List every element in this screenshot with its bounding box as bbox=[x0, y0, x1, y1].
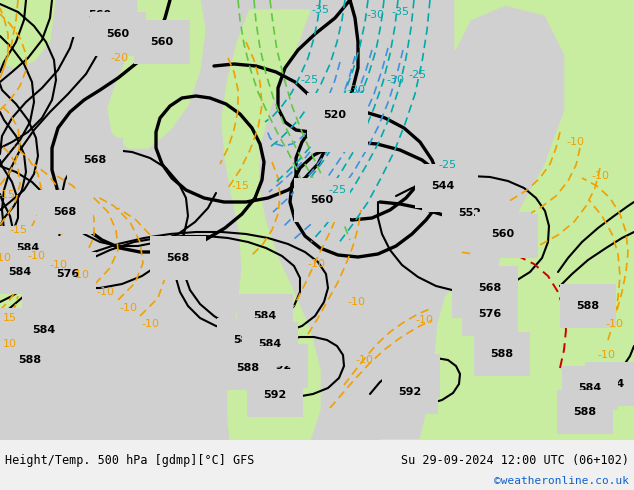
Text: -10: -10 bbox=[71, 270, 89, 280]
Text: 568: 568 bbox=[469, 291, 491, 301]
Text: -10: -10 bbox=[119, 303, 137, 313]
Text: 584: 584 bbox=[259, 339, 281, 349]
Text: 520: 520 bbox=[328, 125, 351, 135]
Text: -15: -15 bbox=[231, 181, 249, 191]
Text: -10: -10 bbox=[355, 355, 373, 365]
Text: 584: 584 bbox=[32, 325, 56, 335]
Text: -10: -10 bbox=[415, 315, 433, 325]
Text: -35: -35 bbox=[311, 5, 329, 15]
Text: -25: -25 bbox=[439, 160, 457, 170]
Text: 588: 588 bbox=[236, 363, 259, 373]
Text: 560: 560 bbox=[150, 37, 174, 47]
Text: 584: 584 bbox=[602, 379, 624, 389]
Text: -15: -15 bbox=[9, 225, 27, 235]
Text: 592: 592 bbox=[401, 371, 424, 381]
Text: 588: 588 bbox=[491, 349, 514, 359]
Text: 10: 10 bbox=[3, 339, 17, 349]
Text: 568: 568 bbox=[479, 283, 501, 293]
Text: 560: 560 bbox=[88, 10, 112, 20]
Text: -10: -10 bbox=[141, 319, 159, 329]
Text: -10: -10 bbox=[347, 297, 365, 307]
Text: 568: 568 bbox=[53, 207, 77, 217]
Text: 576: 576 bbox=[48, 307, 72, 317]
Text: 592: 592 bbox=[398, 387, 422, 397]
Polygon shape bbox=[222, 10, 320, 440]
Text: -10: -10 bbox=[605, 319, 623, 329]
Text: -15: -15 bbox=[0, 190, 15, 200]
Text: 560: 560 bbox=[107, 29, 129, 39]
Text: 568: 568 bbox=[166, 253, 190, 263]
Text: 560: 560 bbox=[311, 195, 333, 205]
Text: -35: -35 bbox=[391, 7, 409, 17]
Text: 576: 576 bbox=[39, 285, 61, 295]
Text: ©weatheronline.co.uk: ©weatheronline.co.uk bbox=[494, 476, 629, 486]
Text: -10: -10 bbox=[49, 260, 67, 270]
Text: -10: -10 bbox=[27, 251, 45, 261]
Text: -30: -30 bbox=[366, 10, 384, 20]
Text: Su 29-09-2024 12:00 UTC (06+102): Su 29-09-2024 12:00 UTC (06+102) bbox=[401, 454, 629, 466]
Text: 560: 560 bbox=[498, 231, 522, 241]
Text: -25: -25 bbox=[301, 75, 319, 85]
Text: -10: -10 bbox=[591, 171, 609, 181]
Polygon shape bbox=[455, 0, 634, 440]
Text: -30: -30 bbox=[347, 85, 365, 95]
Text: 552: 552 bbox=[469, 210, 491, 220]
Polygon shape bbox=[0, 0, 55, 68]
Polygon shape bbox=[380, 270, 634, 440]
Text: 568: 568 bbox=[84, 155, 107, 165]
Text: 584: 584 bbox=[578, 383, 602, 393]
Text: 584: 584 bbox=[8, 267, 32, 277]
Text: Height/Temp. 500 hPa [gdmp][°C] GFS: Height/Temp. 500 hPa [gdmp][°C] GFS bbox=[5, 454, 254, 466]
Text: -10: -10 bbox=[597, 350, 615, 360]
Text: 544: 544 bbox=[431, 181, 455, 191]
Text: -10: -10 bbox=[96, 287, 114, 297]
Text: 592: 592 bbox=[268, 361, 292, 371]
Polygon shape bbox=[108, 0, 205, 148]
Text: 520: 520 bbox=[323, 110, 347, 120]
Text: 576: 576 bbox=[56, 269, 80, 279]
Text: 588: 588 bbox=[573, 407, 597, 417]
Text: -20: -20 bbox=[111, 53, 129, 63]
Text: -25: -25 bbox=[329, 185, 347, 195]
Text: 588: 588 bbox=[576, 301, 600, 311]
Text: -25: -25 bbox=[409, 70, 427, 80]
Text: -10: -10 bbox=[307, 259, 325, 269]
Text: 592: 592 bbox=[263, 390, 287, 400]
Text: -10: -10 bbox=[566, 137, 584, 147]
Text: 576: 576 bbox=[479, 309, 501, 319]
Text: 588: 588 bbox=[18, 355, 42, 365]
Text: 544: 544 bbox=[438, 185, 462, 195]
Text: 588: 588 bbox=[233, 335, 257, 345]
Polygon shape bbox=[0, 290, 38, 348]
Text: -30: -30 bbox=[386, 75, 404, 85]
Text: 552: 552 bbox=[458, 208, 481, 218]
Text: 15: 15 bbox=[3, 313, 17, 323]
Text: 560: 560 bbox=[491, 229, 515, 239]
Text: 588: 588 bbox=[16, 325, 39, 335]
Text: 584: 584 bbox=[254, 311, 276, 321]
Text: -10: -10 bbox=[0, 253, 11, 263]
Text: 568: 568 bbox=[41, 253, 63, 263]
Text: 584: 584 bbox=[16, 243, 39, 253]
